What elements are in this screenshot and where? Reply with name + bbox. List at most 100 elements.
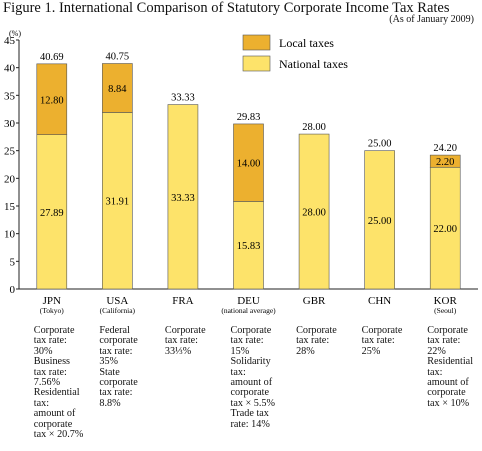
country-note-line: tax × 10%: [427, 397, 470, 409]
bar-national-taxes: [167, 104, 199, 290]
country-note-line: 15%: [230, 345, 250, 357]
country-note-line: Corporate: [361, 325, 403, 336]
y-tick-label: 15: [4, 201, 16, 213]
bar-national-taxes: [36, 134, 68, 290]
data-label-national: 31.91: [106, 197, 130, 208]
country-note: Federal corporate tax rate: 35% State corpora…: [99, 325, 161, 409]
bar-local-taxes: [102, 63, 133, 113]
y-axis-unit: (%): [9, 29, 21, 38]
data-label-national: 22.00: [433, 224, 457, 235]
chart-subtitle: (As of January 2009): [389, 14, 474, 25]
country-note-line: rate: 14%: [230, 418, 270, 430]
bar-local-taxes: [233, 123, 264, 202]
country-note: Corporate tax rate: 28%: [296, 325, 358, 357]
country-note-line: tax × 5.5%: [230, 397, 276, 409]
country-note-line: corporate: [230, 387, 269, 399]
country-note-line: corporate: [427, 387, 466, 399]
y-tick-label: 0: [10, 284, 16, 296]
data-label-local: 2.20: [436, 157, 454, 168]
chart-title: Figure 1. International Comparison of St…: [3, 0, 450, 16]
country-note-line: tax rate:: [33, 366, 67, 378]
data-label-total: 40.69: [40, 52, 64, 63]
bar-national-taxes: [429, 166, 461, 290]
country-note-line: Solidarity: [230, 356, 271, 368]
y-tick-label: 30: [4, 118, 16, 130]
country-note-line: Corporate: [427, 325, 468, 336]
country-note-line: Federal: [99, 325, 130, 336]
country-note-line: amount of: [33, 408, 76, 420]
country-note: Corporate tax rate: 15% Solidarity tax: amoun…: [230, 325, 293, 430]
country-note: Corporate tax rate: 22% Residential tax: amou…: [427, 325, 482, 409]
data-label-total: 28.00: [302, 122, 326, 133]
country-note-line: tax rate:: [230, 335, 264, 347]
country-note-line: Residential: [33, 387, 80, 399]
legend-label: National taxes: [279, 57, 348, 71]
country-note-line: tax rate:: [296, 335, 330, 347]
country-note: Corporate tax rate: 25%: [361, 325, 424, 357]
data-label-local: 14.00: [237, 159, 261, 170]
country-note-line: 28%: [296, 345, 315, 357]
country-note-line: tax:: [230, 366, 246, 378]
country-note-line: 30%: [33, 345, 53, 357]
legend-swatch: [242, 55, 271, 72]
data-label-national: 27.89: [40, 208, 64, 219]
y-tick-label: 20: [4, 173, 16, 185]
country-note-line: 35%: [99, 356, 119, 368]
country-note-line: corporate: [99, 335, 138, 347]
legend-swatch: [242, 34, 271, 51]
country-note-line: 8.8%: [99, 397, 121, 409]
country-note-line: Corporate: [164, 325, 206, 336]
country-note-line: Residential: [427, 356, 474, 368]
x-tick-sublabel: (Seoul): [434, 306, 457, 315]
country-note-line: 33⅓%: [164, 345, 192, 357]
x-tick-sublabel: (California): [100, 306, 136, 315]
country-note-line: tax rate:: [361, 335, 395, 347]
country-note-line: Corporate: [296, 325, 337, 336]
legend-label: Local taxes: [279, 36, 334, 50]
bar-national-taxes: [102, 112, 133, 290]
data-label-total: 29.83: [237, 112, 261, 123]
data-label-total: 24.20: [433, 143, 457, 154]
country-note-line: tax rate:: [427, 335, 461, 347]
y-tick-label: 45: [4, 35, 16, 47]
country-note-line: corporate: [99, 377, 138, 389]
country-note-line: tax:: [427, 366, 443, 378]
country-note-line: 22%: [427, 345, 446, 357]
country-note-line: amount of: [230, 377, 273, 389]
country-note: Corporate tax rate: 33⅓%: [164, 325, 227, 357]
country-note-line: tax:: [33, 397, 50, 409]
data-label-total: 40.75: [106, 52, 130, 63]
x-tick-sublabel: (Tokyo): [40, 306, 65, 315]
country-note-line: tax × 20.7%: [33, 429, 84, 441]
data-label-national: 33.33: [171, 193, 195, 204]
y-tick-label: 10: [4, 229, 16, 241]
bar-national-taxes: [298, 133, 330, 290]
country-note-line: Corporate: [230, 325, 272, 336]
country-note-line: 25%: [361, 345, 381, 357]
y-tick-label: 25: [4, 146, 16, 158]
country-note-line: tax rate:: [164, 335, 199, 347]
data-label-total: 33.33: [171, 93, 195, 104]
x-tick-label: KOR: [434, 295, 458, 307]
x-tick-label: GBR: [303, 295, 326, 307]
country-note-line: 7.56%: [33, 377, 61, 389]
country-note-line: Trade tax: [230, 408, 269, 420]
bar-national-taxes: [233, 201, 264, 290]
country-note-line: tax rate:: [99, 387, 133, 399]
country-note-line: corporate: [33, 418, 73, 430]
y-tick-label: 40: [4, 63, 16, 75]
data-label-national: 28.00: [302, 208, 326, 219]
x-tick-label: USA: [106, 295, 128, 307]
x-tick-sublabel: (national average): [221, 306, 276, 315]
y-tick-label: 5: [10, 256, 16, 268]
country-note-line: State: [99, 366, 120, 378]
x-tick-label: CHN: [368, 295, 391, 307]
country-note: Corporate tax rate: 30% Business tax rate: 7.…: [33, 325, 96, 441]
country-note-line: tax rate:: [33, 335, 67, 347]
data-label-national: 15.83: [237, 241, 261, 252]
data-label-national: 25.00: [368, 216, 392, 227]
x-tick-label: FRA: [172, 295, 193, 307]
bar-local-taxes: [36, 63, 68, 135]
country-note-line: amount of: [427, 377, 469, 389]
